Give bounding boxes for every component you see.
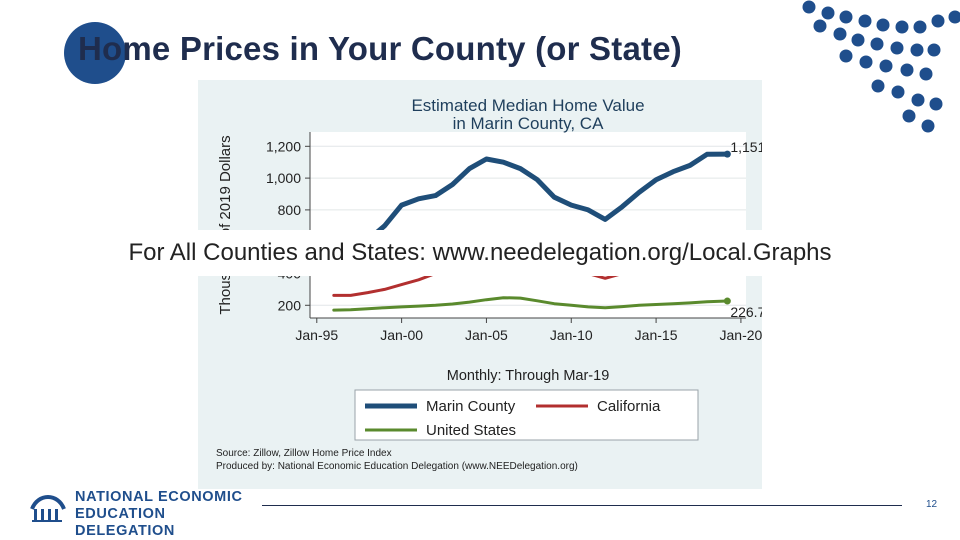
decorative-dot <box>839 49 853 63</box>
decorative-dot <box>839 10 853 24</box>
decorative-dot <box>891 85 905 99</box>
series-end-label: 226.7 <box>730 304 762 320</box>
y-tick-label: 200 <box>278 297 302 313</box>
x-tick-label: Jan-15 <box>635 327 678 343</box>
decorative-dot <box>948 10 960 24</box>
slide-title: Home Prices in Your County (or State) <box>78 30 682 68</box>
decorative-dot <box>858 14 872 28</box>
logo: NATIONAL ECONOMIC EDUCATION DELEGATION <box>28 487 258 539</box>
legend-box <box>354 389 699 441</box>
decorative-dot <box>929 97 943 111</box>
decorative-dot <box>919 67 933 81</box>
x-tick-label: Jan-95 <box>295 327 338 343</box>
y-axis-label: Thousands of 2019 Dollars <box>217 135 234 314</box>
decorative-dot <box>851 33 865 47</box>
x-tick-label: Jan-10 <box>550 327 593 343</box>
logo-emblem-icon <box>30 495 66 522</box>
decorative-dot <box>902 109 916 123</box>
decorative-dot <box>802 0 816 14</box>
series-end-point <box>723 297 731 305</box>
chart-panel: Estimated Median Home Value in Marin Coun… <box>198 80 762 489</box>
x-tick-label: Jan-00 <box>380 327 423 343</box>
decorative-dot <box>879 59 893 73</box>
slide-title-text: Home Prices in Your County (or State) <box>78 30 682 67</box>
decorative-dot <box>911 93 925 107</box>
decorative-dot <box>895 20 909 34</box>
decorative-dot <box>890 41 904 55</box>
series-line <box>332 296 729 312</box>
series-end-point <box>723 150 731 158</box>
y-tick-label: 1,000 <box>266 170 301 186</box>
x-axis-label: Monthly: Through Mar-19 <box>447 368 610 384</box>
chart-producer-note: Produced by: National Economic Education… <box>216 461 578 472</box>
legend-label: California <box>597 398 661 415</box>
series-end-label: 1,151.0 <box>730 139 762 155</box>
decorative-dot <box>900 63 914 77</box>
decorative-dot <box>871 79 885 93</box>
y-tick-label: 1,200 <box>266 138 301 154</box>
decorative-dot <box>821 6 835 20</box>
decorative-dot <box>813 19 827 33</box>
legend-label: United States <box>426 422 516 439</box>
decorative-dot <box>931 14 945 28</box>
x-tick-label: Jan-05 <box>465 327 508 343</box>
logo-line-1: NATIONAL ECONOMIC <box>75 489 243 505</box>
decorative-dot <box>910 43 924 57</box>
footer-divider <box>262 505 902 506</box>
decorative-dot <box>876 18 890 32</box>
chart-source-note: Source: Zillow, Zillow Home Price Index <box>216 448 392 459</box>
logo-wordmark: NATIONAL ECONOMIC EDUCATION DELEGATION <box>75 489 258 540</box>
series-line <box>331 151 730 257</box>
decorative-dot <box>921 119 935 133</box>
decorative-dot <box>859 55 873 69</box>
legend-label: Marin County <box>426 398 516 415</box>
decorative-dot <box>833 27 847 41</box>
page-number: 12 <box>926 499 938 510</box>
y-tick-label: 800 <box>278 202 302 218</box>
x-tick-label: Jan-20 <box>720 327 762 343</box>
overlay-banner-text: For All Counties and States: www.needele… <box>128 239 832 266</box>
chart-title-line: in Marin County, CA <box>453 114 605 133</box>
decorative-dot-pattern <box>802 0 960 133</box>
chart-title-line: Estimated Median Home Value <box>411 96 644 115</box>
logo-line-2: EDUCATION DELEGATION <box>75 506 175 539</box>
title-accent-circle <box>64 22 126 84</box>
decorative-dot <box>927 43 941 57</box>
decorative-dot <box>870 37 884 51</box>
overlay-banner: For All Counties and States: www.needele… <box>0 230 960 276</box>
decorative-dot <box>913 20 927 34</box>
